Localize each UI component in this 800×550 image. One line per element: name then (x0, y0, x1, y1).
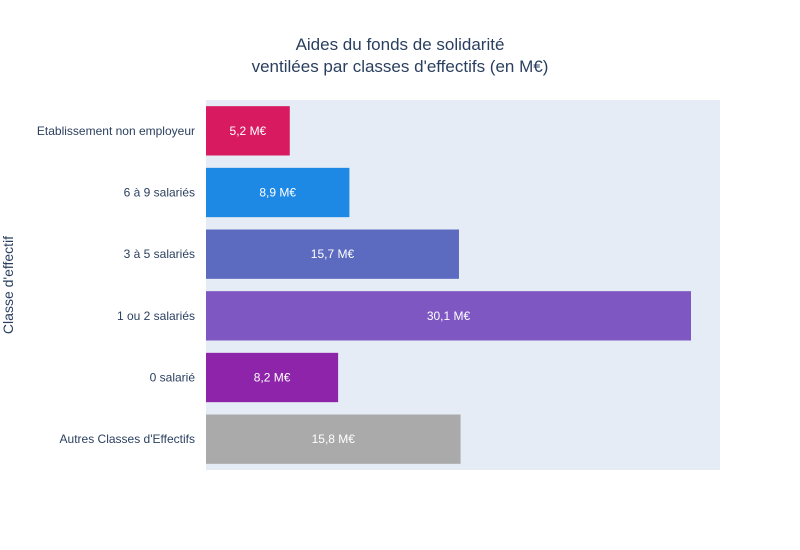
bar-value-label: 8,2 M€ (254, 371, 291, 385)
bar-value-label: 30,1 M€ (427, 309, 471, 323)
y-tick-label: Autres Classes d'Effectifs (60, 432, 195, 446)
bar (206, 106, 290, 156)
bars-layer: 5,2 M€ Etablissement non employeur 8,9 M€ 6… (37, 106, 691, 464)
y-tick-label: 6 à 9 salariés (124, 186, 195, 200)
bar (206, 352, 339, 403)
bar (206, 167, 350, 218)
bar-value-label: 5,2 M€ (230, 124, 267, 138)
y-tick-label: 3 à 5 salariés (124, 247, 195, 261)
bar-value-label: 15,7 M€ (311, 247, 355, 261)
chart-title-line-1: Aides du fonds de solidarité (295, 35, 505, 54)
bar-value-label: 15,8 M€ (312, 432, 356, 446)
y-axis-title: Classe d'effectif (0, 236, 16, 334)
bar (206, 414, 461, 464)
bar (206, 291, 691, 341)
y-tick-label: 0 salarié (150, 371, 196, 385)
y-tick-label: Etablissement non employeur (37, 124, 195, 138)
chart-title-line-2: ventilées par classes d'effectifs (en M€… (251, 57, 549, 76)
plot-background (206, 100, 720, 470)
bar-value-label: 8,9 M€ (259, 186, 296, 200)
bar (206, 229, 459, 279)
y-tick-label: 1 ou 2 salariés (117, 309, 195, 323)
